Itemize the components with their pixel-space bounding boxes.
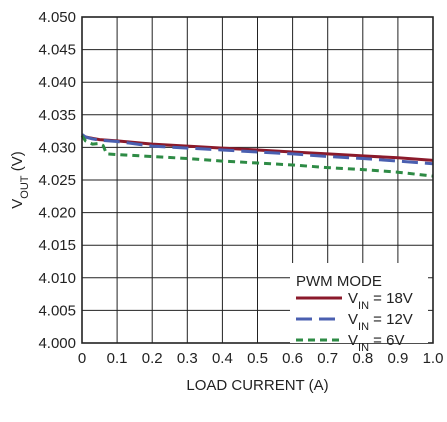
x-tick-label: 0.7 [317, 350, 338, 367]
y-tick-label: 4.030 [38, 139, 76, 156]
legend-label-main: V [348, 332, 358, 349]
x-tick-label: 0.3 [177, 350, 198, 367]
series-line-3 [80, 134, 434, 178]
x-axis-title: LOAD CURRENT (A) [186, 377, 328, 394]
x-tick-label: 0.4 [212, 350, 233, 367]
x-tick-label: 1.0 [423, 350, 444, 367]
y-tick-label: 4.050 [38, 9, 76, 26]
y-axis-title: VOUT (V) [9, 151, 31, 208]
x-tick-labels: 0 0.1 0.2 0.3 0.4 0.5 0.6 0.7 0.8 0.9 1.0 [78, 350, 444, 367]
legend-label-sub: IN [358, 342, 369, 354]
grid [82, 17, 433, 343]
legend-label-main: V [348, 311, 358, 328]
y-axis-title-sub: OUT [19, 175, 31, 199]
y-tick-label: 4.035 [38, 107, 76, 124]
series-lines [80, 133, 434, 178]
legend-label-3: VIN = 6V [348, 332, 404, 354]
y-axis-title-main: V [9, 199, 26, 209]
y-axis-title-unit: (V) [9, 151, 26, 175]
x-tick-label: 0.2 [142, 350, 163, 367]
y-tick-label: 4.000 [38, 335, 76, 352]
x-tick-label: 0.6 [282, 350, 303, 367]
x-tick-label: 0.5 [247, 350, 268, 367]
y-tick-label: 4.005 [38, 302, 76, 319]
y-tick-label: 4.010 [38, 270, 76, 287]
y-tick-label: 4.040 [38, 74, 76, 91]
y-tick-label: 4.045 [38, 42, 76, 59]
y-tick-labels: 4.000 4.005 4.010 4.015 4.020 4.025 4.030 4.035… [38, 9, 76, 352]
legend-label-value: = 6V [369, 332, 404, 349]
legend-label-sub: IN [358, 300, 369, 312]
legend-label-1: VIN = 18V [348, 290, 413, 312]
x-tick-label: 0.8 [352, 350, 373, 367]
legend-label-sub: IN [358, 321, 369, 333]
x-tick-label: 0 [78, 350, 86, 367]
y-tick-label: 4.025 [38, 172, 76, 189]
plot-frame [81, 16, 434, 344]
legend-label-2: VIN = 12V [348, 311, 413, 333]
y-tick-label: 4.015 [38, 237, 76, 254]
legend-label-value: = 18V [369, 290, 413, 307]
y-tick-label: 4.020 [38, 205, 76, 222]
legend-label-value: = 12V [369, 311, 413, 328]
legend-label-main: V [348, 290, 358, 307]
series-line-2 [81, 133, 434, 166]
x-tick-label: 0.9 [387, 350, 408, 367]
legend-background [290, 263, 428, 343]
legend-title: PWM MODE [296, 273, 382, 290]
x-tick-label: 0.1 [107, 350, 128, 367]
